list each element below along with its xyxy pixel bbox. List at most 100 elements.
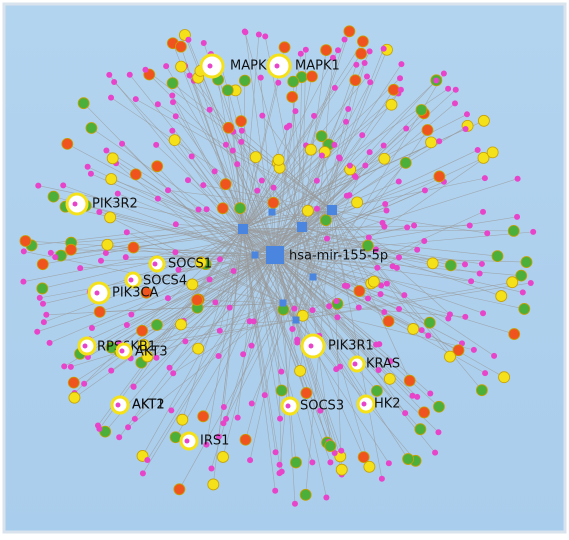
target-node bbox=[222, 141, 229, 148]
target-node bbox=[462, 125, 469, 132]
target-node bbox=[84, 163, 91, 170]
target-node bbox=[247, 457, 254, 464]
target-node bbox=[182, 338, 189, 345]
target-node bbox=[445, 85, 452, 92]
edge bbox=[274, 254, 425, 413]
edge bbox=[242, 53, 362, 230]
edge bbox=[37, 254, 276, 332]
target-node bbox=[365, 295, 372, 302]
target-node bbox=[482, 370, 489, 377]
target-node bbox=[330, 54, 337, 61]
target-node bbox=[261, 392, 268, 399]
edge bbox=[202, 254, 276, 417]
edge bbox=[242, 202, 274, 230]
target-node bbox=[267, 196, 280, 209]
target-node bbox=[309, 459, 316, 466]
target-node bbox=[235, 115, 247, 128]
target-node bbox=[367, 79, 374, 86]
target-node bbox=[127, 241, 140, 254]
edge bbox=[274, 216, 518, 256]
target-node bbox=[336, 154, 343, 161]
target-node bbox=[20, 248, 27, 255]
edge bbox=[331, 209, 383, 479]
target-node bbox=[61, 137, 74, 150]
target-node bbox=[278, 468, 285, 475]
edge bbox=[282, 302, 390, 464]
target-node bbox=[81, 380, 88, 387]
target-node bbox=[514, 213, 521, 220]
target-node bbox=[495, 290, 508, 302]
edge bbox=[331, 157, 340, 211]
target-node bbox=[415, 104, 428, 116]
edge bbox=[71, 228, 244, 243]
target-node bbox=[381, 309, 388, 316]
edge bbox=[274, 227, 408, 256]
edge bbox=[242, 165, 366, 230]
target-node bbox=[352, 174, 359, 181]
edge bbox=[282, 48, 384, 304]
target-node bbox=[466, 222, 473, 229]
target-node bbox=[166, 364, 173, 371]
target-node bbox=[176, 413, 189, 426]
target-node bbox=[275, 79, 282, 86]
target-node bbox=[277, 415, 284, 422]
edge bbox=[254, 254, 331, 463]
gene-node-core bbox=[274, 63, 280, 69]
edge bbox=[242, 157, 257, 230]
gene-node-core bbox=[361, 401, 367, 407]
edge bbox=[213, 228, 244, 485]
target-node bbox=[217, 451, 229, 463]
target-node bbox=[154, 101, 161, 108]
target-node bbox=[331, 84, 338, 91]
target-node bbox=[407, 323, 420, 335]
target-node bbox=[142, 66, 149, 73]
edge bbox=[274, 254, 343, 470]
target-node bbox=[414, 246, 421, 253]
edge bbox=[274, 254, 377, 345]
edge bbox=[155, 144, 276, 256]
target-node bbox=[484, 230, 491, 237]
edge bbox=[211, 254, 276, 469]
edge bbox=[312, 209, 333, 311]
target-node bbox=[206, 106, 213, 113]
target-node bbox=[480, 310, 487, 317]
target-node bbox=[241, 28, 248, 35]
edge bbox=[111, 178, 244, 230]
target-node bbox=[184, 177, 191, 184]
edge bbox=[242, 228, 280, 465]
edge bbox=[295, 151, 370, 321]
edge bbox=[242, 228, 313, 463]
edge bbox=[242, 226, 385, 230]
target-node bbox=[170, 99, 177, 106]
target-node bbox=[197, 410, 210, 423]
target-node bbox=[491, 352, 498, 359]
node-label: IRS1 bbox=[200, 434, 229, 449]
target-node bbox=[355, 304, 362, 311]
edge bbox=[274, 53, 302, 256]
target-node bbox=[191, 294, 204, 306]
edge bbox=[274, 254, 341, 367]
target-node bbox=[229, 147, 236, 154]
target-node bbox=[93, 305, 106, 318]
target-node bbox=[478, 260, 485, 267]
edge bbox=[133, 228, 244, 388]
edge bbox=[331, 209, 400, 258]
target-node bbox=[185, 36, 192, 43]
target-node bbox=[323, 494, 330, 501]
edge bbox=[242, 177, 485, 230]
target-node bbox=[289, 326, 296, 333]
edge bbox=[331, 209, 451, 357]
gene-node-core bbox=[128, 277, 134, 283]
target-node bbox=[398, 61, 405, 68]
edge bbox=[87, 209, 333, 358]
target-node bbox=[102, 249, 109, 256]
target-node bbox=[212, 299, 219, 306]
target-node bbox=[425, 332, 432, 339]
edge bbox=[331, 209, 488, 234]
edge bbox=[301, 226, 495, 357]
target-node bbox=[77, 97, 90, 110]
target-node bbox=[474, 147, 481, 154]
edge bbox=[331, 209, 451, 315]
target-node bbox=[154, 195, 161, 202]
target-node bbox=[519, 289, 526, 296]
